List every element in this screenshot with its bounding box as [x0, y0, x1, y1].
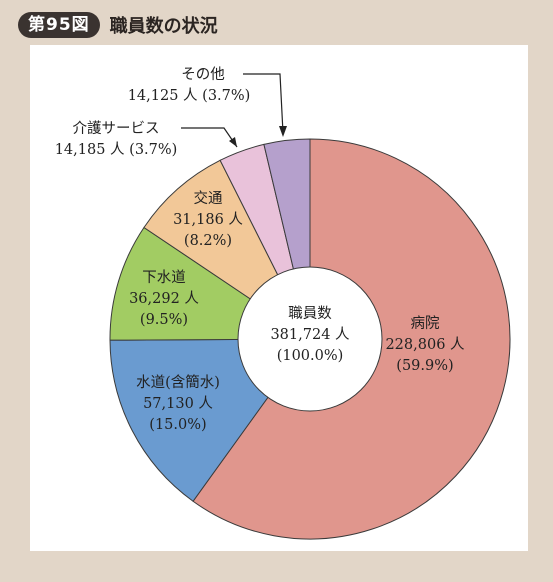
slice-label-percent: (8.2%) [184, 233, 232, 249]
slice-label-value-percent: 14,185 人 (3.7%) [55, 141, 178, 158]
slice-label-percent: (9.5%) [140, 312, 188, 328]
slice-label-name: 介護サービス [73, 120, 160, 137]
other-leader-line [243, 73, 284, 134]
slice-label-name: その他 [181, 66, 225, 83]
slice-label-value-percent: 14,125 人 (3.7%) [128, 87, 251, 104]
label-other: その他 14,125 人 (3.7%) [128, 66, 287, 137]
slice-label-name: 交通 [194, 189, 223, 207]
donut-hole [237, 266, 383, 412]
center-title: 職員数 [288, 305, 332, 322]
figure-title: 職員数の状況 [109, 16, 218, 37]
slice-label-value: 57,130 人 [143, 395, 213, 412]
care-leader-arrow [229, 137, 237, 147]
label-care: 介護サービス 14,185 人 (3.7%) [55, 120, 238, 158]
other-leader-arrow [279, 126, 287, 137]
slice-label-name: 水道(含簡水) [136, 374, 220, 391]
care-leader-line [181, 127, 238, 148]
center-value: 381,724 人 [270, 326, 349, 343]
slice-label-name: 病院 [411, 315, 440, 332]
slice-label-name: 下水道 [142, 269, 186, 286]
figure-number-badge: 第95図 [18, 12, 100, 38]
label-water: 水道(含簡水) 57,130 人 (15.0%) [136, 374, 220, 433]
slice-label-value: 31,186 人 [173, 211, 243, 228]
label-transport: 交通 31,186 人 (8.2%) [173, 189, 243, 249]
slice-label-value: 228,806 人 [385, 336, 464, 353]
slice-label-percent: (15.0%) [149, 417, 206, 433]
slice-label-percent: (59.9%) [396, 358, 453, 374]
slice-label-value: 36,292 人 [129, 290, 199, 307]
center-label: 職員数 381,724 人 (100.0%) [270, 305, 349, 364]
figure-header: 第95図 職員数の状況 [18, 10, 218, 40]
center-percent: (100.0%) [277, 348, 344, 364]
label-hospital: 病院 228,806 人 (59.9%) [385, 315, 464, 374]
label-sewer: 下水道 36,292 人 (9.5%) [129, 269, 199, 328]
